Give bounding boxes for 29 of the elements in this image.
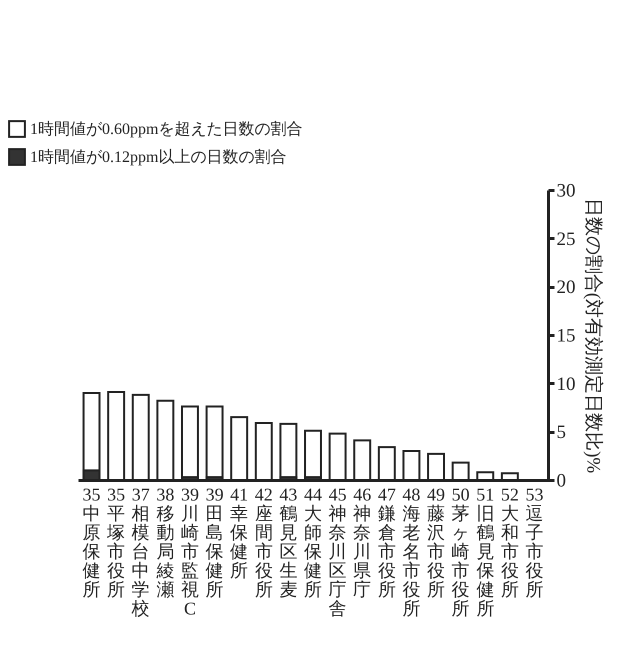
x-tick-label: 44大師保健所 [304,484,322,600]
x-tick-label: 52大和市役所 [500,484,519,600]
x-tick-label: 53逗子市役所 [525,484,544,600]
y-tick-label: 25 [556,228,576,250]
y-tick-label: 0 [556,470,566,492]
x-tick-label: 50茅ヶ崎市役所 [452,484,470,618]
y-tick-label: 20 [556,277,576,298]
x-tick-label: 41幸保健所 [230,484,248,580]
y-axis-title: 日数の割合(対有効測定日数比)% [582,198,604,474]
x-tick-label: 39川崎市監視C [180,484,199,618]
legend-label: 1時間値が0.60ppmを超えた日数の割合 [30,120,302,138]
x-tick-label: 39田島保健所 [206,484,224,600]
x-tick-label: 35中原保健所 [82,484,101,600]
y-tick-label: 10 [556,374,576,395]
x-tick-label: 43鶴見区生麦 [279,484,298,600]
y-tick-label: 15 [556,326,576,346]
x-tick-label: 35平塚市役所 [106,484,126,600]
x-tick-label: 46神奈川県庁 [353,484,372,600]
x-tick-label: 38移動局綾瀬 [155,484,174,600]
x-tick-label: 49藤沢市役所 [427,484,446,600]
x-tick-label: 37相模台中学校 [130,484,150,618]
legend-label: 1時間値が0.12ppm以上の日数の割合 [30,148,286,166]
x-tick-label: 42座間市役所 [254,484,273,600]
y-tick-label: 30 [556,180,576,202]
x-tick-label: 48海老名市役所 [402,484,420,618]
x-tick-label: 51旧鶴見保健所 [476,484,494,618]
x-tick-label: 45神奈川区庁舎 [328,484,347,618]
y-tick-label: 5 [556,422,566,444]
x-tick-label: 47鎌倉市役所 [378,484,396,600]
